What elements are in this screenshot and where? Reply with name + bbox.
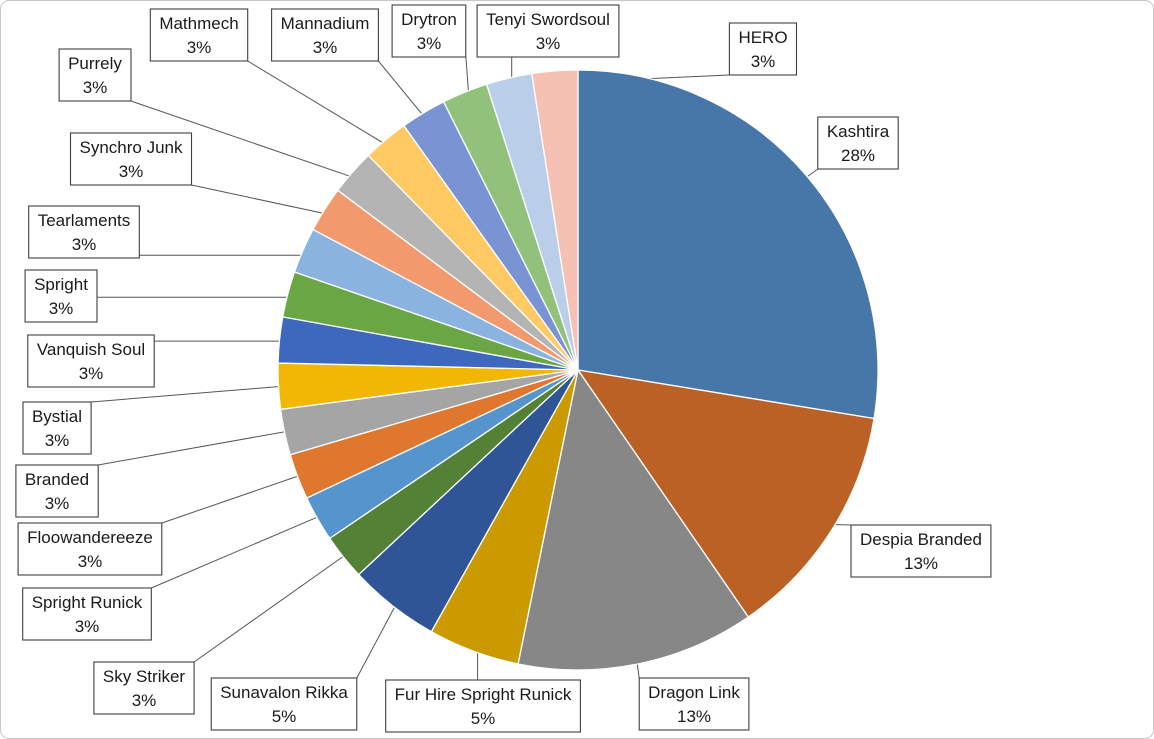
label-name-sky-striker: Sky Striker (103, 667, 186, 686)
label-percent-dragon-link: 13% (677, 707, 711, 726)
label-percent-floowandereeze: 3% (78, 552, 103, 571)
label-name-synchro-junk: Synchro Junk (80, 138, 183, 157)
callout-box-drytron (391, 4, 467, 58)
data-label-purrely: Purrely 3% (58, 48, 132, 102)
data-label-tenyi-swordsoul: Tenyi Swordsoul 3% (476, 4, 620, 58)
label-name-hero: HERO (738, 28, 787, 47)
data-label-mathmech: Mathmech 3% (149, 8, 249, 62)
label-percent-spright-runick: 3% (75, 617, 100, 636)
callout-box-sunavalon-rikka (210, 677, 358, 731)
label-name-drytron: Drytron (401, 10, 457, 29)
label-name-kashtira: Kashtira (827, 122, 890, 141)
label-percent-kashtira: 28% (841, 146, 875, 165)
label-percent-tearlaments: 3% (72, 235, 97, 254)
data-label-branded: Branded 3% (15, 464, 99, 518)
callout-box-mathmech (149, 8, 249, 62)
data-label-despia-branded: Despia Branded 13% (850, 524, 992, 578)
data-label-vanquish-soul: Vanquish Soul 3% (27, 334, 155, 388)
callout-box-branded (15, 464, 99, 518)
data-label-floowandereeze: Floowandereeze 3% (17, 522, 163, 576)
label-name-tearlaments: Tearlaments (38, 211, 131, 230)
callout-box-despia-branded (850, 524, 992, 578)
leader-line-mathmech (247, 60, 394, 150)
callout-box-mannadium (271, 8, 379, 62)
leader-line-synchro-junk (191, 184, 335, 217)
label-percent-tenyi-swordsoul: 3% (536, 34, 561, 53)
leader-line-spright-runick (151, 512, 328, 589)
pie-slice-kashtira (577, 69, 879, 420)
callout-box-synchro-junk (69, 132, 193, 186)
callout-box-spright (24, 269, 98, 323)
leader-line-sky-striker (193, 549, 354, 663)
data-label-drytron: Drytron 3% (391, 4, 467, 58)
pie-slice-hero (531, 69, 579, 371)
pie-slice-despia-branded (576, 369, 875, 618)
callout-box-hero (728, 22, 798, 76)
label-percent-mannadium: 3% (313, 38, 338, 57)
label-percent-synchro-junk: 3% (119, 162, 144, 181)
data-label-tearlaments: Tearlaments 3% (28, 205, 140, 259)
callout-box-tearlaments (28, 205, 140, 259)
data-label-sunavalon-rikka: Sunavalon Rikka 5% (210, 677, 358, 731)
callout-box-dragon-link (638, 677, 750, 731)
callout-box-purrely (58, 48, 132, 102)
label-name-despia-branded: Despia Branded (860, 530, 982, 549)
label-name-vanquish-soul: Vanquish Soul (37, 340, 145, 359)
data-label-hero: HERO 3% (728, 22, 798, 76)
label-percent-purrely: 3% (83, 78, 108, 97)
label-name-bystial: Bystial (32, 407, 82, 426)
label-name-tenyi-swordsoul: Tenyi Swordsoul (486, 10, 610, 29)
pie-slices (277, 69, 879, 671)
callout-box-floowandereeze (17, 522, 163, 576)
label-percent-spright: 3% (49, 299, 74, 318)
data-label-kashtira: Kashtira 28% (817, 116, 899, 170)
label-percent-despia-branded: 13% (904, 554, 938, 573)
label-name-floowandereeze: Floowandereeze (27, 528, 153, 547)
leader-line-branded (98, 429, 297, 466)
label-name-dragon-link: Dragon Link (648, 683, 740, 702)
label-percent-sunavalon-rikka: 5% (272, 707, 297, 726)
label-percent-hero: 3% (751, 52, 776, 71)
leader-lines (90, 56, 852, 680)
callout-box-fur-hire-spright-runick (385, 679, 581, 733)
label-name-sunavalon-rikka: Sunavalon Rikka (220, 683, 348, 702)
data-label-spright: Spright 3% (24, 269, 98, 323)
callout-box-spright-runick (22, 587, 152, 641)
pie-slice-dragon-link (517, 368, 750, 671)
label-name-branded: Branded (25, 470, 89, 489)
leader-line-purrely (130, 100, 362, 181)
data-labels: Kashtira 28% Despia Branded 13% Dragon Link 1… (15, 4, 992, 733)
label-name-spright: Spright (34, 275, 88, 294)
label-name-mannadium: Mannadium (281, 14, 370, 33)
data-label-synchro-junk: Synchro Junk 3% (69, 132, 193, 186)
label-name-spright-runick: Spright Runick (32, 593, 143, 612)
data-label-fur-hire-spright-runick: Fur Hire Spright Runick 5% (385, 679, 581, 733)
leader-line-sunavalon-rikka (356, 596, 401, 679)
callout-box-vanquish-soul (27, 334, 155, 388)
label-name-fur-hire-spright-runick: Fur Hire Spright Runick (395, 685, 572, 704)
label-percent-vanquish-soul: 3% (79, 364, 104, 383)
label-name-purrely: Purrely (68, 54, 122, 73)
data-label-dragon-link: Dragon Link 13% (638, 677, 750, 731)
label-percent-drytron: 3% (417, 34, 442, 53)
label-percent-fur-hire-spright-runick: 5% (471, 709, 496, 728)
callout-box-bystial (22, 401, 92, 455)
label-percent-sky-striker: 3% (132, 691, 157, 710)
leader-line-floowandereeze (161, 471, 309, 524)
data-label-sky-striker: Sky Striker 3% (93, 661, 195, 715)
label-name-mathmech: Mathmech (159, 14, 238, 33)
data-label-bystial: Bystial 3% (22, 401, 92, 455)
leader-line-mannadium (378, 60, 430, 124)
data-label-spright-runick: Spright Runick 3% (22, 587, 152, 641)
callout-box-kashtira (817, 116, 899, 170)
data-label-mannadium: Mannadium 3% (271, 8, 379, 62)
label-percent-branded: 3% (45, 494, 70, 513)
callout-box-tenyi-swordsoul (476, 4, 620, 58)
label-percent-bystial: 3% (45, 431, 70, 450)
leader-line-bystial (90, 385, 291, 403)
label-percent-mathmech: 3% (187, 38, 212, 57)
callout-box-sky-striker (93, 661, 195, 715)
